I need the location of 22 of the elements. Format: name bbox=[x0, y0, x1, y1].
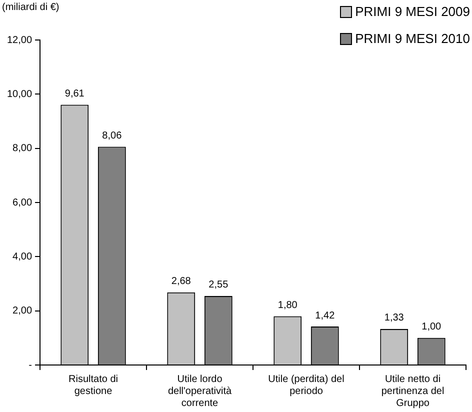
x-tick-label: Utile lordo dell'operatività corrente bbox=[168, 374, 232, 409]
data-label: 1,80 bbox=[278, 300, 298, 311]
y-tick-label: - bbox=[28, 360, 32, 371]
y-tick-label: 4,00 bbox=[12, 251, 32, 262]
legend-label: PRIMI 9 MESI 2009 bbox=[355, 4, 470, 19]
y-tick-label: 10,00 bbox=[6, 88, 32, 100]
data-label: 8,06 bbox=[102, 130, 122, 142]
y-tick-label: 8,00 bbox=[12, 143, 32, 154]
x-tick-label: Utile netto di pertinenza del Gruppo bbox=[381, 374, 444, 409]
data-label: 2,68 bbox=[171, 276, 192, 288]
data-label: 1,00 bbox=[422, 322, 442, 333]
legend-label: PRIMI 9 MESI 2010 bbox=[355, 31, 470, 46]
y-tick-label: 12,00 bbox=[6, 34, 32, 46]
x-tick-label: Utile (perdita) del periodo bbox=[268, 374, 344, 397]
data-label: 1,33 bbox=[384, 312, 404, 324]
y-tick-label: 6,00 bbox=[12, 197, 32, 208]
data-label: 1,42 bbox=[315, 310, 336, 322]
y-tick-label: 2,00 bbox=[12, 306, 32, 317]
data-label: 2,55 bbox=[208, 280, 229, 291]
x-tick-label: Risultato di gestione bbox=[68, 374, 118, 397]
chart-title: (miliardi di €) bbox=[2, 2, 60, 13]
data-label: 9,61 bbox=[64, 88, 85, 100]
